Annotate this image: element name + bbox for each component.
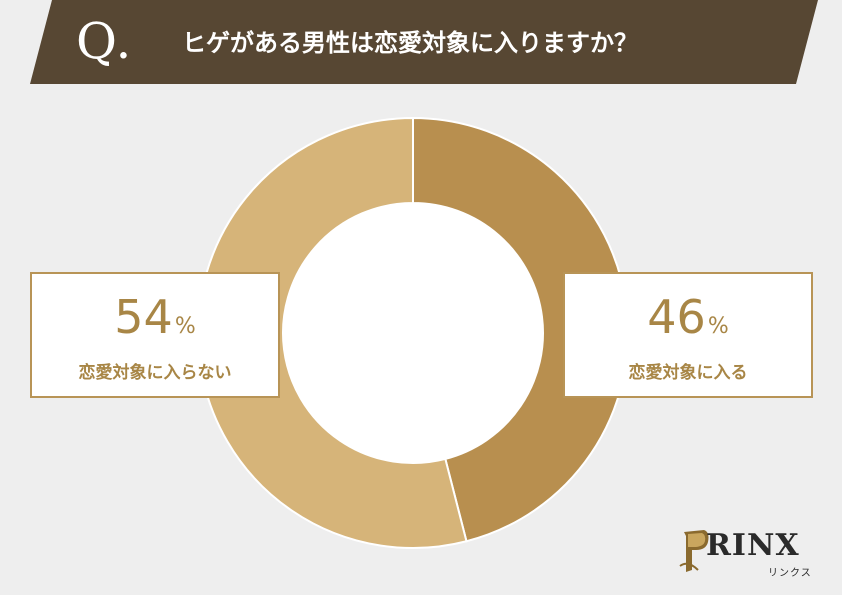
brand-name: RINX [706, 528, 800, 563]
label-box-not-enter: 54% 恋愛対象に入らない [30, 272, 280, 398]
question-title: ヒゲがある男性は恋愛対象に入りますか？ [182, 29, 638, 57]
percent-enter-value: 46 [647, 290, 706, 344]
banner-shape [30, 0, 818, 84]
percent-not-enter: 54% [32, 294, 278, 340]
percent-enter-unit: % [707, 314, 729, 339]
label-box-enter: 46% 恋愛対象に入る [563, 272, 813, 398]
brand-sub: リンクス [768, 568, 812, 579]
label-not-enter: 恋愛対象に入らない [78, 363, 232, 383]
brand-logo: RINX リンクス [676, 524, 816, 580]
percent-not-enter-unit: % [174, 314, 196, 339]
question-banner: Q. ヒゲがある男性は恋愛対象に入りますか？ [0, 0, 842, 84]
donut-hole [283, 203, 543, 463]
label-enter: 恋愛対象に入る [628, 363, 748, 383]
prinx-crest-icon [679, 530, 709, 572]
q-mark: Q. [76, 12, 133, 70]
percent-enter: 46% [565, 294, 811, 340]
percent-not-enter-value: 54 [114, 290, 173, 344]
